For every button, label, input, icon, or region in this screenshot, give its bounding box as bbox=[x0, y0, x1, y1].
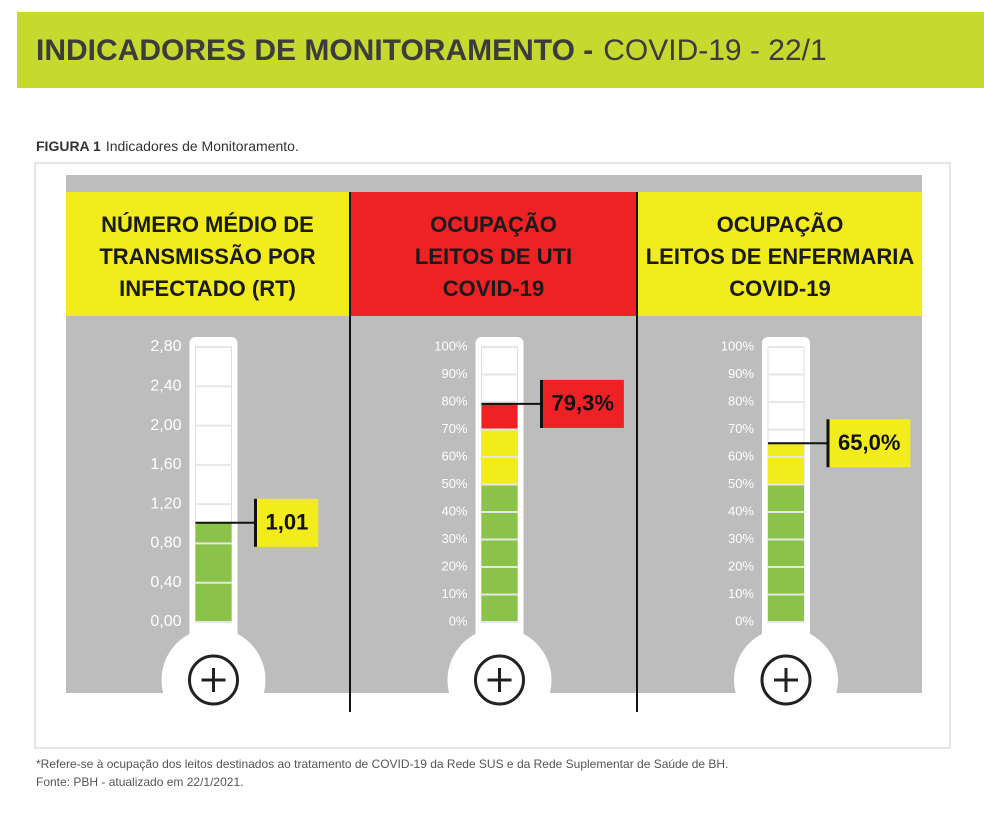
value-label: 1,01 bbox=[266, 510, 309, 535]
value-box bbox=[828, 419, 911, 468]
level-fill bbox=[768, 443, 804, 485]
y-tick-label: 2,80 bbox=[150, 338, 181, 355]
y-tick-label: 0,40 bbox=[150, 574, 181, 591]
y-tick-label: 0,80 bbox=[150, 535, 181, 552]
bulb-icon bbox=[760, 654, 812, 706]
y-tick-label: 100% bbox=[434, 338, 468, 353]
y-tick-label: 0,00 bbox=[150, 613, 181, 630]
y-tick-label: 60% bbox=[441, 448, 467, 463]
level-fill bbox=[768, 484, 804, 622]
y-tick-label: 10% bbox=[441, 586, 467, 601]
y-tick-label: 50% bbox=[728, 476, 754, 491]
y-tick-label: 20% bbox=[728, 558, 754, 573]
panel-header bbox=[638, 192, 922, 316]
level-fill bbox=[481, 484, 518, 622]
caption-label: FIGURA 1 bbox=[36, 138, 101, 154]
caption: FIGURA 1 Indicadores de Monitoramento. bbox=[36, 138, 299, 154]
y-tick-label: 30% bbox=[441, 531, 467, 546]
panel-header bbox=[351, 192, 636, 316]
bulb-icon-detail bbox=[201, 668, 226, 692]
panel-title: OCUPAÇÃO bbox=[717, 212, 844, 237]
y-tick-label: 1,20 bbox=[150, 495, 181, 512]
panel-title: NÚMERO MÉDIO DE bbox=[101, 212, 314, 237]
y-tick-label: 40% bbox=[441, 503, 467, 518]
caption-text: Indicadores de Monitoramento. bbox=[106, 138, 299, 154]
y-tick-label: 20% bbox=[441, 558, 467, 573]
y-tick-label: 2,00 bbox=[150, 417, 181, 434]
footnote: *Refere-se à ocupação dos leitos destina… bbox=[36, 757, 728, 771]
header-title: INDICADORES DE MONITORAMENTO - COVID-19 -… bbox=[36, 34, 827, 67]
bulb-icon bbox=[474, 654, 525, 706]
value-box bbox=[255, 498, 319, 547]
panel-title: OCUPAÇÃO bbox=[430, 212, 557, 237]
y-tick-label: 30% bbox=[728, 531, 754, 546]
y-tick-label: 40% bbox=[728, 503, 754, 518]
y-tick-label: 70% bbox=[441, 421, 467, 436]
panel-title: LEITOS DE ENFERMARIA bbox=[646, 244, 915, 269]
y-tick-label: 70% bbox=[728, 421, 754, 436]
y-tick-label: 10% bbox=[728, 586, 754, 601]
value-box bbox=[541, 379, 624, 428]
y-tick-label: 90% bbox=[441, 366, 467, 381]
source: Fonte: PBH - atualizado em 22/1/2021. bbox=[36, 775, 243, 789]
value-label: 65,0% bbox=[838, 430, 900, 455]
panel-title: COVID-19 bbox=[729, 276, 830, 301]
panel-header bbox=[66, 192, 349, 316]
bulb-icon-detail bbox=[774, 668, 798, 692]
header-title-bold: INDICADORES DE MONITORAMENTO - bbox=[36, 34, 593, 67]
y-tick-label: 50% bbox=[441, 476, 467, 491]
panel-title: LEITOS DE UTI bbox=[415, 244, 572, 269]
y-tick-label: 80% bbox=[441, 393, 467, 408]
panel-title: INFECTADO (RT) bbox=[119, 276, 296, 301]
y-tick-label: 100% bbox=[721, 338, 755, 353]
level-fill bbox=[481, 403, 518, 430]
panel-title: COVID-19 bbox=[443, 276, 544, 301]
bulb-icon-detail bbox=[487, 668, 512, 692]
y-tick-label: 60% bbox=[728, 448, 754, 463]
panel-title: TRANSMISSÃO POR bbox=[99, 244, 315, 269]
y-tick-label: 2,40 bbox=[150, 378, 181, 395]
y-tick-label: 0% bbox=[735, 613, 754, 628]
level-fill bbox=[195, 522, 232, 622]
header-title-rest: COVID-19 - 22/1 bbox=[603, 34, 826, 67]
y-tick-label: 80% bbox=[728, 393, 754, 408]
y-tick-label: 90% bbox=[728, 366, 754, 381]
figure-frame bbox=[34, 162, 951, 749]
y-tick-label: 0% bbox=[449, 613, 468, 628]
y-tick-label: 1,60 bbox=[150, 456, 181, 473]
bulb-icon bbox=[188, 654, 239, 706]
value-label: 79,3% bbox=[552, 391, 614, 416]
header-bar bbox=[17, 12, 984, 88]
